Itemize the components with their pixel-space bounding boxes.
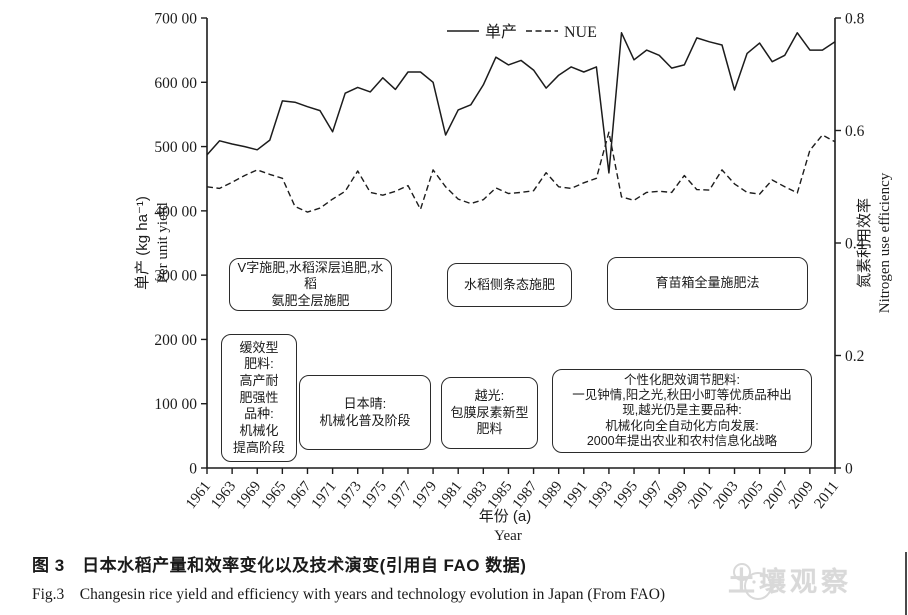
x-tick-label: 1995 — [610, 479, 641, 512]
x-tick-label: 1979 — [409, 479, 440, 512]
x-tick-label: 1975 — [359, 479, 390, 512]
right-axis-ticks: 0 0.2 0.4 0.6 0.8 — [835, 11, 865, 478]
x-tick-label: 1999 — [660, 479, 691, 512]
x-axis-title-zh: 年份 (a) — [479, 508, 532, 525]
left-tick-label: 500 00 — [154, 139, 197, 156]
watermark-text: 土壤观察 — [728, 567, 852, 597]
x-tick-label: 1971 — [309, 479, 340, 512]
right-tick-label: 0.4 — [845, 236, 865, 253]
x-tick-label: 1977 — [384, 478, 415, 512]
x-tick-label: 1973 — [334, 479, 365, 512]
x-tick-label: 2003 — [711, 479, 742, 512]
x-tick-label: 1965 — [258, 479, 289, 512]
annotation-box-nipponbare: 日本晴: 机械化普及阶段 — [299, 375, 431, 450]
nue-line-series — [206, 131, 836, 213]
left-axis-title-zh: 单产 (kg ha⁻¹) — [134, 196, 151, 290]
x-tick-label: 2009 — [786, 479, 817, 512]
x-tick-label: 1997 — [635, 478, 666, 512]
yield-line-series — [206, 32, 836, 174]
legend-label-nue: NUE — [564, 24, 597, 41]
figure-caption: 图 3 日本水稻产量和效率变化以及技术演变(引用自 FAO 数据) Fig.3 … — [32, 551, 752, 604]
left-tick-label: 400 00 — [154, 203, 197, 220]
legend-label-yield: 单产 — [485, 23, 517, 41]
left-tick-label: 700 00 — [154, 11, 197, 28]
right-axis-title-en: Nitrogen use efficiency — [877, 172, 893, 313]
legend: 单产 NUE — [447, 23, 597, 41]
annotation-box-slow-release-fertilizer: 缓效型 肥料: 高产耐 肥强性 品种: 机械化 提高阶段 — [221, 334, 297, 462]
x-tick-label: 1961 — [183, 479, 214, 512]
annotation-box-side-strip-fertilization: 水稻侧条态施肥 — [447, 263, 572, 307]
left-tick-label: 0 — [189, 461, 197, 478]
x-tick-label: 1993 — [585, 479, 616, 512]
x-tick-label: 1991 — [560, 479, 591, 512]
left-axis-title-en: Per unit yield — [155, 202, 171, 283]
annotation-box-koshihikari: 越光: 包膜尿素新型 肥料 — [441, 377, 538, 449]
x-tick-label: 1989 — [535, 479, 566, 512]
right-tick-label: 0.8 — [845, 11, 865, 28]
annotation-box-v-fertilization: V字施肥,水稻深层追肥,水稻 氨肥全层施肥 — [229, 258, 392, 311]
right-axis-title-zh: 氮素利用效率 — [856, 198, 873, 288]
left-tick-label: 300 00 — [154, 268, 197, 285]
left-tick-label: 600 00 — [154, 75, 197, 92]
x-tick-label: 1967 — [284, 478, 315, 512]
right-tick-label: 0 — [845, 461, 853, 478]
x-axis-title-en: Year — [494, 528, 522, 544]
left-tick-label: 100 00 — [154, 396, 197, 413]
chart-canvas: 0 100 00 200 00 300 00 400 00 500 00 600 00 700… — [134, 11, 893, 545]
x-tick-label: 2007 — [761, 478, 792, 512]
left-axis-ticks: 0 100 00 200 00 300 00 400 00 500 00 600 00 700… — [154, 11, 207, 478]
x-tick-label: 2005 — [736, 479, 767, 512]
caption-zh: 图 3 日本水稻产量和效率变化以及技术演变(引用自 FAO 数据) — [32, 556, 527, 575]
caption-en: Fig.3 Changesin rice yield and efficienc… — [32, 586, 666, 603]
x-tick-label: 1981 — [434, 479, 465, 512]
left-tick-label: 200 00 — [154, 332, 197, 349]
x-axis-ticks: 1961196319691965196719711973197519771979… — [183, 468, 842, 512]
right-edge-line — [905, 552, 907, 615]
x-tick-label: 2011 — [811, 479, 842, 512]
x-tick-label: 1969 — [233, 479, 264, 512]
annotation-box-seedling-box-fertilization: 育苗箱全量施肥法 — [607, 257, 808, 310]
watermark: 土壤观察 — [728, 560, 852, 600]
annotation-box-personalized-fertilizer: 个性化肥效调节肥料: 一见钟情,阳之光,秋田小町等优质品种出 现,越光仍是主要品… — [552, 369, 812, 453]
soil-observer-logo-icon — [733, 563, 772, 600]
right-tick-label: 0.2 — [845, 348, 864, 365]
x-tick-label: 2001 — [685, 479, 716, 512]
x-tick-label: 1963 — [208, 479, 239, 512]
right-tick-label: 0.6 — [845, 123, 865, 140]
